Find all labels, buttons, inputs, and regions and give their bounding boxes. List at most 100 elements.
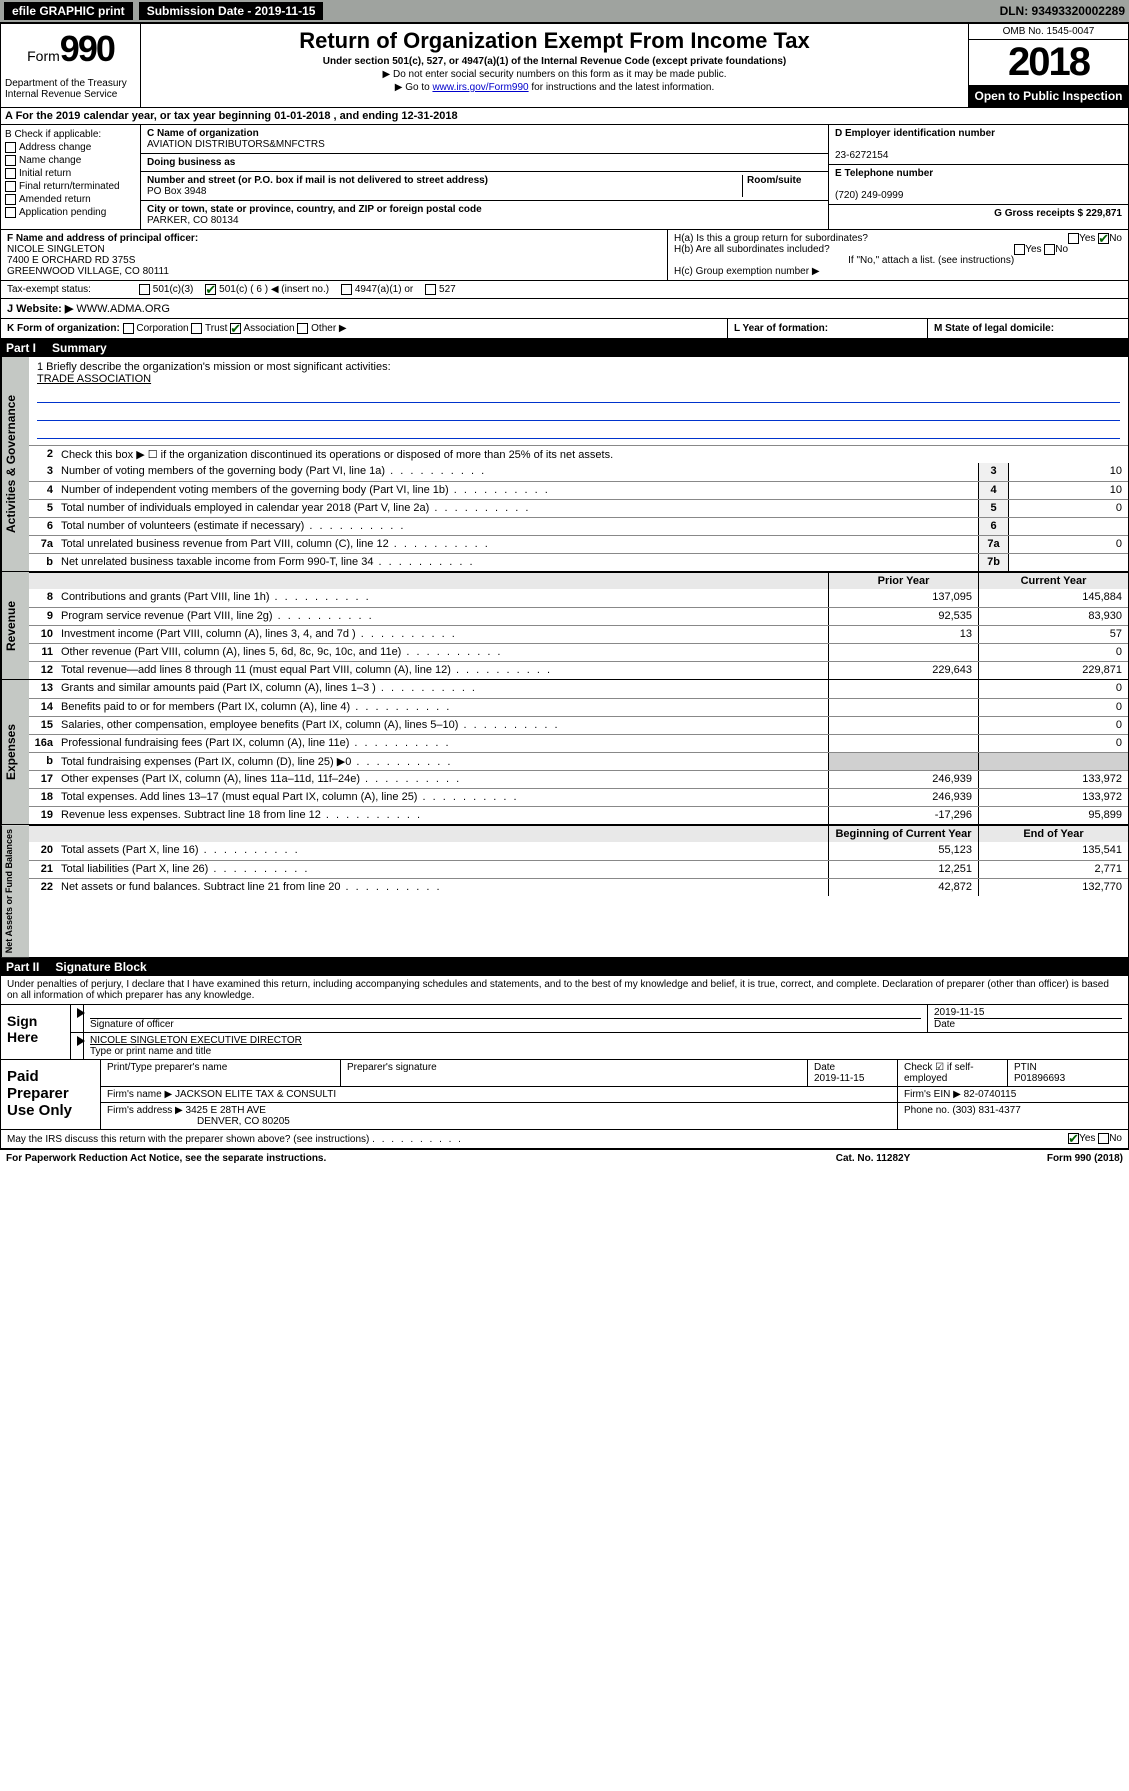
paid-preparer-block: Paid Preparer Use Only Print/Type prepar… (0, 1060, 1129, 1130)
org-name: AVIATION DISTRIBUTORS&MNFCTRS (147, 139, 325, 150)
summary-line: 3Number of voting members of the governi… (29, 463, 1128, 481)
perjury-text: Under penalties of perjury, I declare th… (0, 976, 1129, 1005)
summary-line: 19Revenue less expenses. Subtract line 1… (29, 806, 1128, 824)
gross-receipts: G Gross receipts $ 229,871 (994, 208, 1122, 219)
summary-line: 7aTotal unrelated business revenue from … (29, 535, 1128, 553)
officer-addr2: GREENWOOD VILLAGE, CO 80111 (7, 266, 169, 277)
sign-block: Sign Here Signature of officer 2019-11-1… (0, 1005, 1129, 1060)
firm-ein-label: Firm's EIN ▶ (904, 1089, 961, 1100)
chk-final-return[interactable]: Final return/terminated (5, 181, 136, 192)
city-label: City or town, state or province, country… (147, 204, 482, 215)
k-corp: Corporation (136, 323, 188, 334)
org-city: PARKER, CO 80134 (147, 215, 239, 226)
org-info-block: B Check if applicable: Address change Na… (0, 125, 1129, 230)
chk-amended-return[interactable]: Amended return (5, 194, 136, 205)
summary-line: bTotal fundraising expenses (Part IX, co… (29, 752, 1128, 770)
form-header: Form990 Department of the Treasury Inter… (0, 23, 1129, 108)
col-end: End of Year (978, 826, 1128, 842)
goto-post: for instructions and the latest informat… (529, 82, 715, 93)
col-b-checkboxes: B Check if applicable: Address change Na… (1, 125, 141, 229)
open-public-badge: Open to Public Inspection (969, 85, 1128, 107)
firm-name: JACKSON ELITE TAX & CONSULTI (175, 1089, 336, 1100)
sign-here-label: Sign Here (1, 1005, 71, 1059)
expenses-section: Expenses 13Grants and similar amounts pa… (0, 680, 1129, 825)
chk-label: Application pending (19, 207, 106, 218)
cat-no: Cat. No. 11282Y (773, 1153, 973, 1164)
submission-date-button[interactable]: Submission Date - 2019-11-15 (139, 2, 324, 20)
chk-initial-return[interactable]: Initial return (5, 168, 136, 179)
summary-line: 21Total liabilities (Part X, line 26)12,… (29, 860, 1128, 878)
revenue-section: Revenue Prior YearCurrent Year 8Contribu… (0, 572, 1129, 680)
summary-line: 12Total revenue—add lines 8 through 11 (… (29, 661, 1128, 679)
netassets-section: Net Assets or Fund Balances Beginning of… (0, 825, 1129, 958)
chk-name-change[interactable]: Name change (5, 155, 136, 166)
k-trust: Trust (205, 323, 227, 334)
firm-addr2: DENVER, CO 80205 (197, 1116, 290, 1127)
officer-addr1: 7400 E ORCHARD RD 375S (7, 255, 135, 266)
website-url: WWW.ADMA.ORG (76, 303, 170, 315)
ein-value: 23-6272154 (835, 150, 888, 161)
prep-date: 2019-11-15 (814, 1073, 864, 1084)
irs-link[interactable]: www.irs.gov/Form990 (432, 82, 528, 93)
pra-notice: For Paperwork Reduction Act Notice, see … (6, 1153, 773, 1164)
chk-label: Address change (19, 142, 91, 153)
form-subtitle: Under section 501(c), 527, or 4947(a)(1)… (149, 56, 960, 67)
k-other: Other ▶ (311, 323, 346, 334)
discuss-question: May the IRS discuss this return with the… (7, 1134, 1068, 1145)
page-footer: For Paperwork Reduction Act Notice, see … (0, 1149, 1129, 1167)
self-employed-check[interactable]: Check ☑ if self-employed (898, 1060, 1008, 1086)
summary-line: 15Salaries, other compensation, employee… (29, 716, 1128, 734)
topbar: efile GRAPHIC print Submission Date - 20… (0, 0, 1129, 23)
firm-ein: 82-0740115 (964, 1089, 1017, 1100)
chk-label: Initial return (19, 168, 71, 179)
part-ii-title: Signature Block (55, 960, 146, 974)
col-begin: Beginning of Current Year (828, 826, 978, 842)
ha-yes: Yes (1079, 233, 1095, 244)
m-label: M State of legal domicile: (934, 323, 1054, 334)
governance-section: Activities & Governance 1 Briefly descri… (0, 357, 1129, 572)
prep-date-label: Date (814, 1062, 835, 1073)
side-expenses: Expenses (1, 680, 29, 824)
goto-pre: ▶ Go to (395, 82, 433, 93)
chk-label: Name change (19, 155, 81, 166)
summary-line: bNet unrelated business taxable income f… (29, 553, 1128, 571)
part-i-header: Part I Summary (0, 339, 1129, 357)
501c: 501(c) ( 6 ) ◀ (insert no.) (219, 284, 329, 295)
chk-label: Final return/terminated (19, 181, 120, 192)
tax-exempt-row: Tax-exempt status: 501(c)(3) 501(c) ( 6 … (0, 281, 1129, 299)
chk-address-change[interactable]: Address change (5, 142, 136, 153)
tax-exempt-label: Tax-exempt status: (7, 284, 127, 295)
summary-line: 17Other expenses (Part IX, column (A), l… (29, 770, 1128, 788)
summary-line: 5Total number of individuals employed in… (29, 499, 1128, 517)
hb-row: H(b) Are all subordinates included? Yes … (674, 244, 1122, 255)
summary-line: 6Total number of volunteers (estimate if… (29, 517, 1128, 535)
summary-line: 16aProfessional fundraising fees (Part I… (29, 734, 1128, 752)
part-ii-label: Part II (6, 960, 39, 974)
527: 527 (439, 284, 456, 295)
hb-label: H(b) Are all subordinates included? (674, 244, 830, 255)
tax-year: 2018 (969, 40, 1128, 85)
mission-text: TRADE ASSOCIATION (37, 373, 1120, 385)
ptin-value: P01896693 (1014, 1073, 1065, 1084)
form-number: Form990 (5, 28, 136, 70)
col-d-e-g: D Employer identification number 23-6272… (828, 125, 1128, 229)
addr-label: Number and street (or P.O. box if mail i… (147, 175, 488, 186)
k-l-m-row: K Form of organization: Corporation Trus… (0, 319, 1129, 339)
summary-line: 22Net assets or fund balances. Subtract … (29, 878, 1128, 896)
form-ref: Form 990 (2018) (973, 1153, 1123, 1164)
chk-application-pending[interactable]: Application pending (5, 207, 136, 218)
ha-label: H(a) Is this a group return for subordin… (674, 233, 868, 244)
q2-text: Check this box ▶ ☐ if the organization d… (57, 446, 1128, 463)
form-prefix: Form (27, 48, 60, 64)
col-current: Current Year (978, 573, 1128, 589)
form-990-number: 990 (60, 28, 114, 69)
k-label: K Form of organization: (7, 323, 120, 334)
dln-label: DLN: 93493320002289 (1000, 4, 1125, 18)
k-assoc: Association (243, 323, 294, 334)
note-goto: ▶ Go to www.irs.gov/Form990 for instruct… (149, 82, 960, 93)
ha-row: H(a) Is this a group return for subordin… (674, 233, 1122, 244)
sign-date: 2019-11-15 (934, 1007, 984, 1018)
efile-button[interactable]: efile GRAPHIC print (4, 2, 133, 20)
col-c-org-details: C Name of organization AVIATION DISTRIBU… (141, 125, 828, 229)
ptin-label: PTIN (1014, 1062, 1037, 1073)
